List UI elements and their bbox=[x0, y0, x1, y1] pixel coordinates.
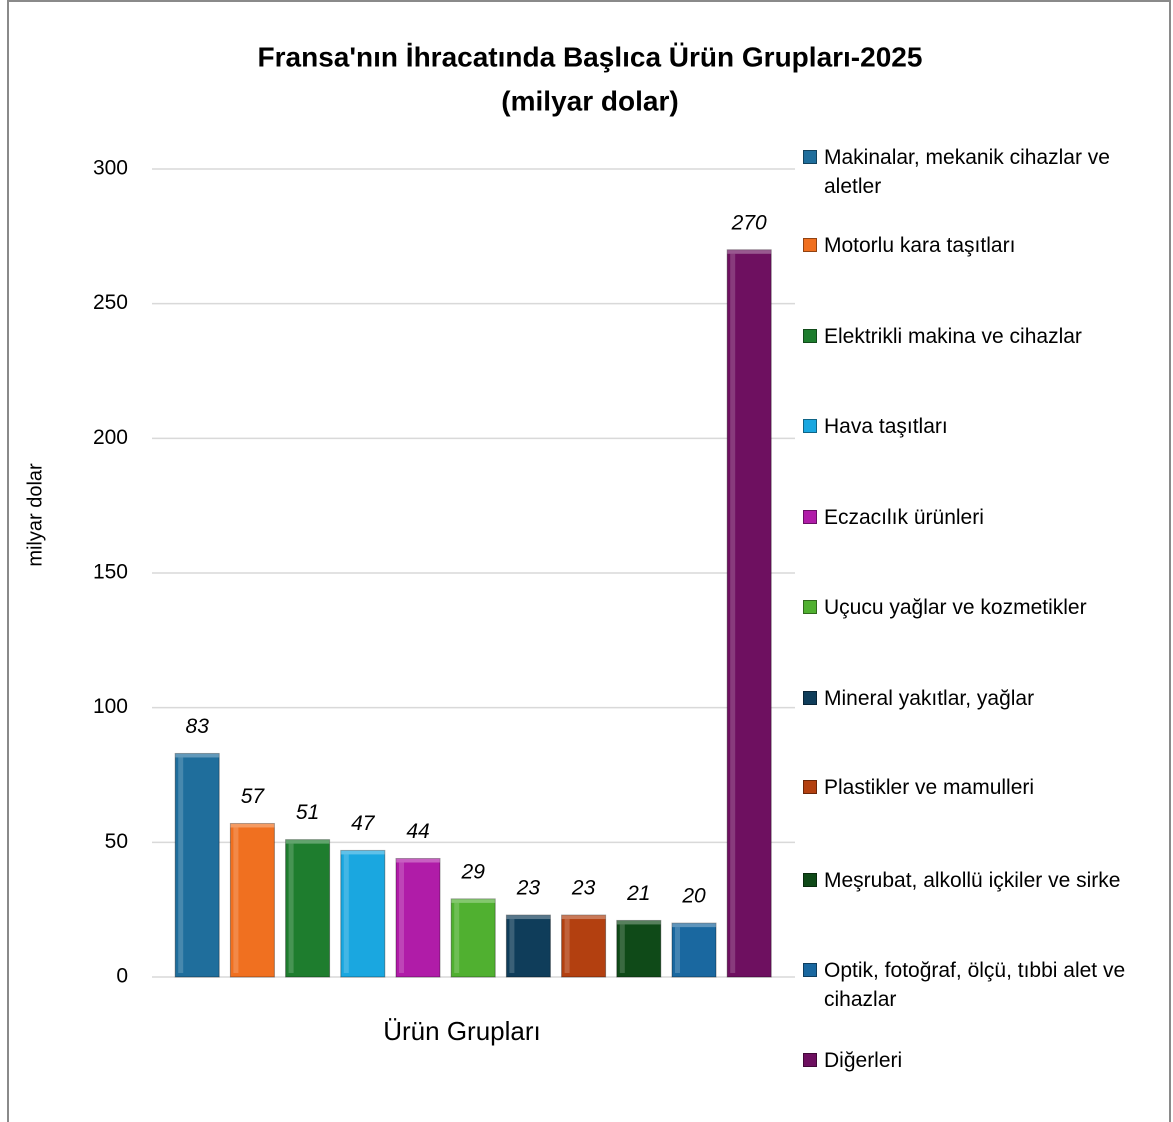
y-tick-label: 200 bbox=[93, 426, 128, 449]
legend-item: Hava taşıtları bbox=[803, 412, 1153, 441]
legend-item: Mineral yakıtlar, yağlar bbox=[803, 684, 1153, 713]
legend-label: Uçucu yağlar ve kozmetikler bbox=[824, 596, 1087, 619]
value-label: 51 bbox=[296, 801, 319, 824]
bar-cap bbox=[616, 920, 661, 925]
bar-highlight bbox=[509, 919, 515, 973]
value-label: 270 bbox=[731, 211, 767, 234]
y-tick-label: 100 bbox=[93, 695, 128, 718]
legend-item: Optik, fotoğraf, ölçü, tıbbi alet ve cih… bbox=[803, 956, 1153, 1014]
bar bbox=[450, 898, 496, 978]
bar-highlight bbox=[454, 902, 460, 973]
bar-highlight bbox=[288, 843, 294, 973]
legend-label: Makinalar, mekanik cihazlar ve aletler bbox=[824, 146, 1110, 198]
legend-label: Motorlu kara taşıtları bbox=[824, 234, 1016, 257]
legend-label: Diğerleri bbox=[824, 1049, 903, 1072]
chart-subtitle: (milyar dolar) bbox=[501, 85, 678, 116]
bar bbox=[726, 249, 772, 978]
bar-cap bbox=[561, 915, 606, 920]
bar-cap bbox=[506, 915, 551, 920]
bar-highlight bbox=[730, 253, 736, 974]
y-tick-label: 50 bbox=[105, 830, 128, 853]
legend-label: Optik, fotoğraf, ölçü, tıbbi alet ve cih… bbox=[824, 959, 1126, 1011]
legend-swatch bbox=[803, 329, 817, 343]
legend-swatch bbox=[803, 510, 817, 524]
legend-swatch bbox=[803, 691, 817, 705]
legend-swatch bbox=[803, 419, 817, 433]
legend-label: Elektrikli makina ve cihazlar bbox=[824, 325, 1082, 348]
legend-item: Makinalar, mekanik cihazlar ve aletler bbox=[803, 143, 1153, 201]
legend-item: Motorlu kara taşıtları bbox=[803, 231, 1153, 260]
bar bbox=[616, 919, 662, 978]
bar-cap bbox=[285, 839, 330, 844]
bar bbox=[229, 822, 275, 978]
bar bbox=[285, 839, 331, 978]
legend-swatch bbox=[803, 1053, 817, 1067]
bar bbox=[671, 922, 717, 978]
legend-label: Meşrubat, alkollü içkiler ve sirke bbox=[824, 869, 1121, 892]
legend-swatch bbox=[803, 780, 817, 794]
y-tick-label: 250 bbox=[93, 291, 128, 314]
value-label: 20 bbox=[681, 885, 706, 908]
legend-item: Uçucu yağlar ve kozmetikler bbox=[803, 593, 1153, 622]
bar-highlight bbox=[178, 757, 184, 973]
bar bbox=[395, 857, 441, 978]
y-tick-label: 0 bbox=[116, 965, 128, 988]
bar-cap bbox=[672, 923, 716, 928]
value-label: 23 bbox=[516, 877, 541, 900]
legend-label: Eczacılık ürünleri bbox=[824, 506, 984, 529]
value-label: 21 bbox=[626, 882, 650, 905]
legend-swatch bbox=[803, 150, 817, 164]
value-label: 23 bbox=[571, 877, 596, 900]
legend-swatch bbox=[803, 238, 817, 252]
bar bbox=[340, 849, 386, 978]
bar-cap bbox=[727, 249, 772, 254]
legend-label: Mineral yakıtlar, yağlar bbox=[824, 687, 1035, 710]
bar-highlight bbox=[675, 927, 680, 973]
legend-swatch bbox=[803, 873, 817, 887]
bar-cap bbox=[396, 858, 440, 863]
legend-item: Elektrikli makina ve cihazlar bbox=[803, 322, 1153, 351]
value-label: 44 bbox=[406, 820, 429, 843]
legend-item: Diğerleri bbox=[803, 1046, 1153, 1075]
legend-item: Meşrubat, alkollü içkiler ve sirke bbox=[803, 866, 1153, 895]
bar bbox=[561, 914, 607, 978]
bar bbox=[174, 752, 220, 978]
legend-swatch bbox=[803, 963, 817, 977]
value-label: 47 bbox=[351, 812, 376, 835]
y-axis-label: milyar dolar bbox=[24, 463, 46, 567]
x-axis-label: Ürün Grupları bbox=[383, 1016, 541, 1046]
legend-item: Eczacılık ürünleri bbox=[803, 503, 1153, 532]
bar bbox=[505, 914, 551, 978]
bar-highlight bbox=[564, 919, 570, 973]
value-label: 29 bbox=[461, 860, 486, 883]
legend-item: Plastikler ve mamulleri bbox=[803, 773, 1153, 802]
legend-swatch bbox=[803, 600, 817, 614]
value-label: 57 bbox=[241, 785, 266, 808]
value-label: 83 bbox=[186, 715, 210, 738]
bar-cap bbox=[230, 823, 275, 828]
bar-cap bbox=[451, 898, 496, 903]
bar-cap bbox=[175, 753, 220, 758]
bar-highlight bbox=[399, 862, 404, 973]
bar-highlight bbox=[619, 924, 625, 973]
y-tick-label: 300 bbox=[93, 157, 128, 180]
legend-label: Plastikler ve mamulleri bbox=[824, 776, 1035, 799]
y-tick-label: 150 bbox=[93, 561, 128, 584]
frame bbox=[7, 0, 1171, 1122]
bar-highlight bbox=[343, 854, 349, 973]
bar-highlight bbox=[233, 827, 239, 973]
legend-label: Hava taşıtları bbox=[824, 415, 948, 438]
chart-title: Fransa'nın İhracatında Başlıca Ürün Grup… bbox=[258, 41, 923, 72]
bar-cap bbox=[340, 850, 385, 855]
